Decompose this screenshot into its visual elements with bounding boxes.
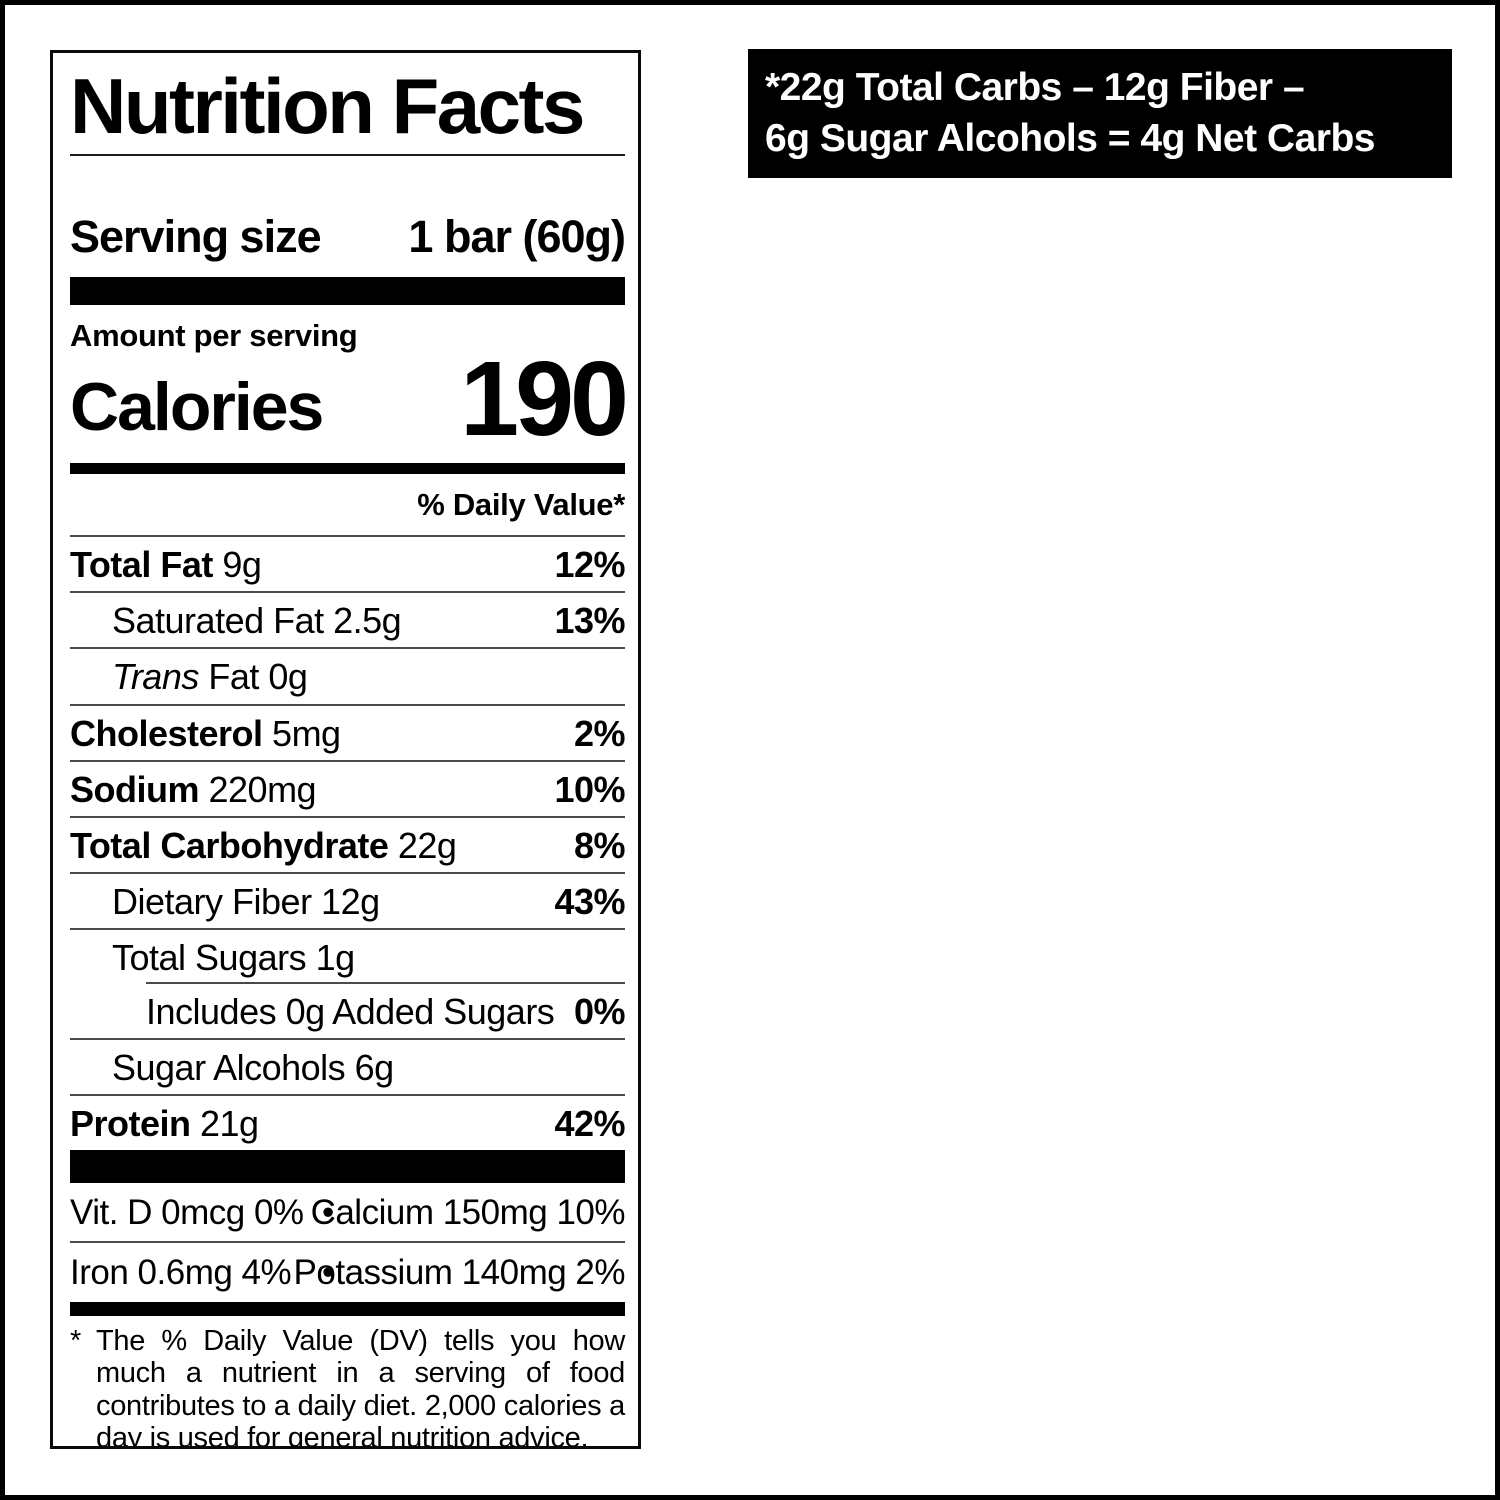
net-carbs-banner: *22g Total Carbs – 12g Fiber – 6g Sugar …: [748, 49, 1452, 178]
nutrient-name-part: Sodium: [70, 768, 200, 810]
nutrient-name-part: Sugar Alcohols 6g: [112, 1046, 394, 1088]
serving-size-value: 1 bar (60g): [408, 211, 626, 262]
nutrient-name-total-sugars: Total Sugars 1g: [70, 937, 355, 978]
nutrient-name-cholesterol: Cholesterol 5mg: [70, 713, 341, 754]
nutrient-row-trans-fat: Trans Fat 0g: [70, 647, 625, 703]
footnote-asterisk: *: [70, 1325, 81, 1358]
nutrient-row-saturated-fat: Saturated Fat 2.5g 13%: [70, 591, 625, 647]
net-carbs-line-2: 6g Sugar Alcohols = 4g Net Carbs: [765, 117, 1375, 160]
nutrient-name-added-sugars: Includes 0g Added Sugars: [70, 990, 555, 1032]
nutrient-row-added-sugars: Includes 0g Added Sugars 0%: [70, 981, 626, 1038]
amount-per-serving-label: Amount per serving: [70, 317, 358, 353]
daily-value-footnote: * The % Daily Value (DV) tells you how m…: [70, 1325, 625, 1449]
micronutrient-left: Vit. D 0mcg 0%: [70, 1192, 304, 1232]
daily-value-header: % Daily Value*: [417, 487, 625, 523]
serving-size-label: Serving size: [70, 211, 322, 262]
nutrient-name-part: 9g: [212, 544, 262, 586]
title-divider: [70, 154, 625, 156]
nutrient-row-cholesterol: Cholesterol 5mg 2%: [70, 703, 626, 760]
net-carbs-line-1: *22g Total Carbs – 12g Fiber –: [765, 66, 1305, 109]
nutrient-name-part: Cholesterol: [70, 712, 263, 754]
nutrient-name-protein: Protein 21g: [70, 1103, 259, 1144]
calories-value: 190: [460, 339, 629, 458]
nutrient-name-part: Trans: [112, 656, 199, 698]
nutrient-daily-value-saturated-fat: 13%: [554, 600, 625, 642]
nutrient-name-part: Total Carbohydrate: [70, 824, 389, 866]
nutrient-name-total-fat: Total Fat 9g: [70, 544, 262, 586]
nutrient-name-part: 22g: [388, 824, 457, 866]
footnote-text: The % Daily Value (DV) tells you how muc…: [96, 1325, 625, 1449]
nutrient-row-total-fat: Total Fat 9g 12%: [70, 535, 625, 591]
nutrient-name-part: Saturated Fat 2.5g: [112, 600, 402, 642]
micronutrient-row-vitd-calcium: Vit. D 0mcg 0% • Calcium 150mg 10%: [70, 1183, 626, 1241]
nutrient-daily-value-total-fat: 12%: [554, 544, 625, 586]
thick-divider: [70, 1149, 625, 1183]
nutrient-name-part: 220mg: [199, 768, 317, 810]
micronutrient-rows: Vit. D 0mcg 0% • Calcium 150mg 10% Iron 0.6…: [70, 1183, 626, 1301]
nutrient-row-sodium: Sodium 220mg 10%: [70, 759, 625, 816]
nutrient-name-part: Protein: [70, 1102, 191, 1144]
nutrient-row-total-sugars: Total Sugars 1g: [70, 927, 625, 984]
nutrient-daily-value-sodium: 10%: [554, 768, 625, 810]
micronutrient-right: Potassium 140mg 2%: [293, 1252, 626, 1292]
thick-divider: [70, 276, 625, 305]
nutrient-daily-value-total-carbohydrate: 8%: [573, 824, 626, 866]
thin-thick-divider: [70, 1302, 625, 1317]
nutrient-daily-value-protein: 42%: [554, 1102, 625, 1144]
nutrient-daily-value-dietary-fiber: 43%: [554, 880, 625, 922]
bullet-separator: •: [322, 1252, 334, 1292]
nutrition-facts-title: Nutrition Facts: [70, 62, 585, 150]
nutrient-row-protein: Protein 21g 42%: [70, 1093, 625, 1150]
blank-space: [70, 156, 625, 212]
calories-label: Calories: [70, 369, 324, 446]
nutrient-name-dietary-fiber: Dietary Fiber 12g: [70, 881, 380, 922]
medium-divider: [70, 463, 625, 475]
serving-size-row: Serving size 1 bar (60g): [70, 211, 626, 262]
nutrient-name-part: Fat 0g: [198, 656, 308, 698]
micronutrient-row-iron-potassium: Iron 0.6mg 4% • Potassium 140mg 2%: [70, 1240, 626, 1301]
nutrient-row-sugar-alcohols: Sugar Alcohols 6g: [70, 1037, 625, 1094]
nutrient-row-total-carbohydrate: Total Carbohydrate 22g 8%: [70, 815, 626, 872]
micronutrient-right: Calcium 150mg 10%: [310, 1192, 626, 1232]
nutrient-daily-value-cholesterol: 2%: [573, 712, 626, 754]
nutrient-name-total-carbohydrate: Total Carbohydrate 22g: [70, 824, 457, 866]
nutrient-name-part: Total Fat: [70, 544, 213, 586]
bullet-separator: •: [322, 1192, 334, 1232]
nutrient-row-dietary-fiber: Dietary Fiber 12g 43%: [70, 871, 625, 928]
nutrient-name-sugar-alcohols: Sugar Alcohols 6g: [70, 1047, 394, 1088]
nutrient-name-sodium: Sodium 220mg: [70, 768, 317, 810]
nutrient-daily-value-added-sugars: 0%: [573, 990, 626, 1032]
nutrient-name-saturated-fat: Saturated Fat 2.5g: [70, 600, 402, 642]
micronutrient-left: Iron 0.6mg 4%: [70, 1252, 292, 1292]
nutrition-facts-label: Nutrition Facts Serving size 1 bar (60g)…: [50, 50, 641, 1449]
calories-row: Calories 190: [70, 339, 629, 458]
nutrient-name-part: Dietary Fiber 12g: [112, 880, 380, 922]
nutrient-name-trans-fat: Trans Fat 0g: [70, 656, 308, 698]
nutrient-name-part: Total Sugars 1g: [112, 936, 355, 978]
nutrient-name-part: 21g: [190, 1102, 259, 1144]
nutrient-rows: Total Fat 9g 12% Saturated Fat 2.5g 13% Tran…: [70, 535, 626, 1150]
nutrient-name-part: Includes 0g Added Sugars: [146, 990, 555, 1032]
nutrient-name-part: 5mg: [262, 712, 341, 754]
